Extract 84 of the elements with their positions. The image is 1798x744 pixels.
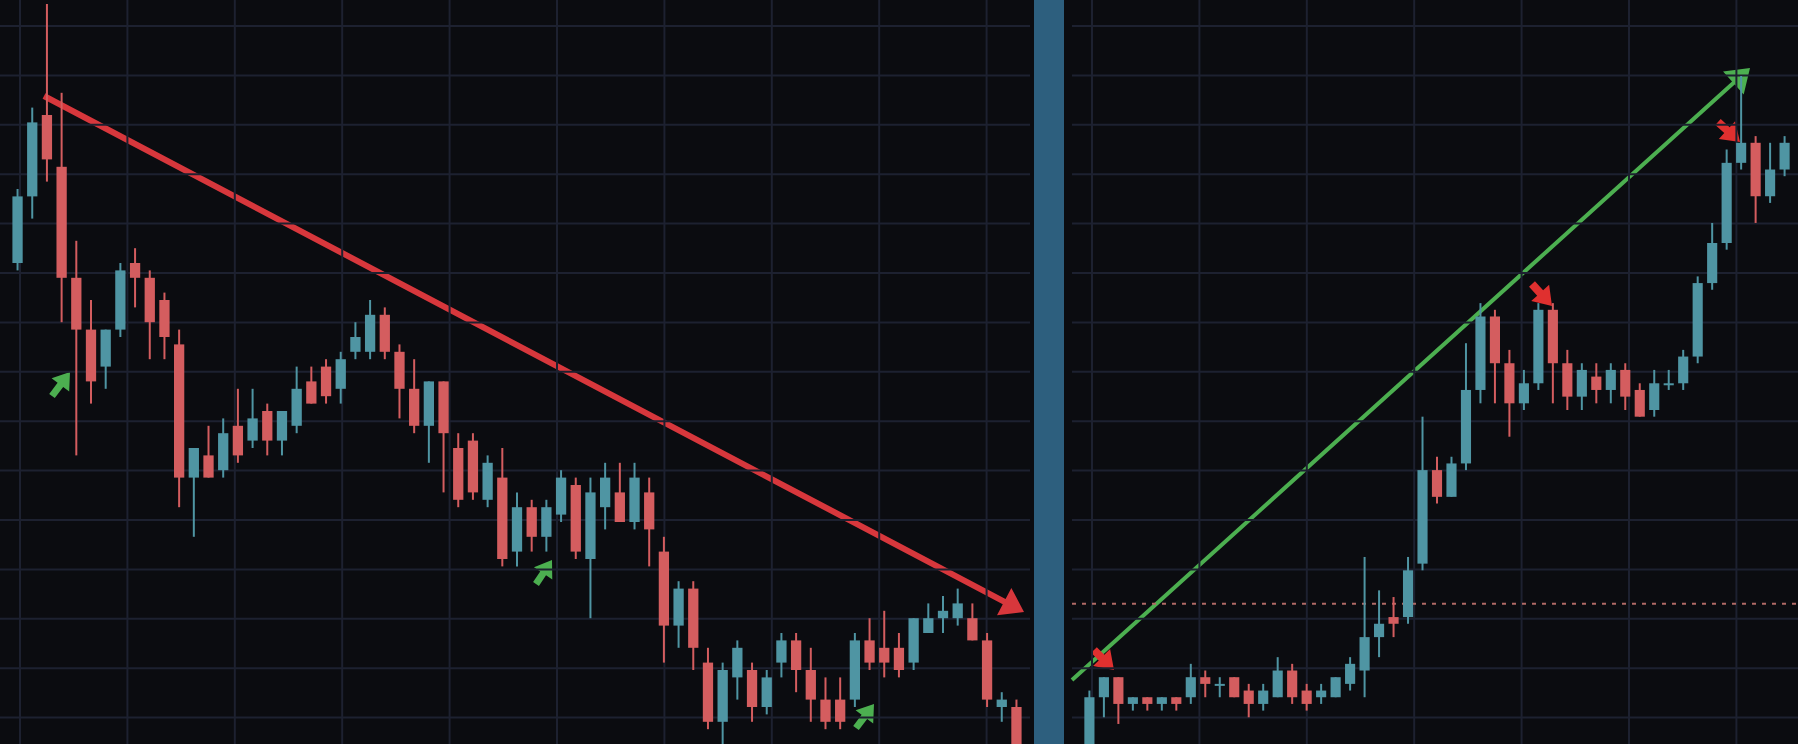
candlestick xyxy=(1518,368,1529,411)
candlestick xyxy=(908,617,919,671)
candlestick xyxy=(541,498,552,553)
candlestick xyxy=(1272,656,1283,699)
candlestick xyxy=(629,461,640,531)
candlestick xyxy=(1446,455,1457,498)
candlestick xyxy=(1663,368,1674,391)
candlestick xyxy=(482,454,493,509)
candlestick xyxy=(923,602,934,634)
candlestick xyxy=(1649,368,1660,418)
candlestick xyxy=(379,306,390,361)
candlestick xyxy=(1258,682,1269,712)
candlestick xyxy=(41,3,53,183)
candlestick xyxy=(1620,362,1631,411)
candlestick xyxy=(144,269,155,361)
candlestick xyxy=(129,247,141,309)
candlestick xyxy=(1287,662,1298,705)
candlestick xyxy=(364,299,376,361)
candlestick xyxy=(1779,135,1790,178)
candlestick xyxy=(350,321,361,361)
candlestick xyxy=(644,476,655,568)
candlestick xyxy=(1301,682,1312,712)
candlestick xyxy=(394,343,405,420)
candlestick xyxy=(320,358,332,405)
candlestick xyxy=(732,639,743,701)
candlestick xyxy=(526,498,537,553)
candlestick xyxy=(673,580,684,649)
candlestick xyxy=(1011,698,1022,744)
candlestick xyxy=(1200,669,1211,699)
candlestick xyxy=(952,587,963,627)
candlestick xyxy=(159,291,170,361)
candlestick xyxy=(306,365,317,405)
candlestick xyxy=(100,328,111,390)
candlestick xyxy=(937,595,949,634)
candlestick xyxy=(1098,676,1109,719)
candlestick xyxy=(335,350,346,405)
candlestick xyxy=(879,609,890,679)
candlestick xyxy=(1707,221,1718,291)
candlestick xyxy=(746,661,758,723)
candlestick xyxy=(1562,348,1573,411)
candlestick xyxy=(835,676,846,731)
candlestick xyxy=(203,424,214,479)
candlestick xyxy=(967,602,978,642)
candlestick xyxy=(1576,362,1587,411)
candlestick xyxy=(893,632,905,679)
candlestick xyxy=(1605,362,1616,405)
candlestick xyxy=(1243,682,1254,719)
candlestick xyxy=(1489,308,1500,405)
candlestick xyxy=(1214,676,1225,699)
candlestick xyxy=(1765,141,1776,204)
candlestick xyxy=(1678,348,1689,391)
candlestick xyxy=(1345,656,1356,692)
candlestick xyxy=(1431,455,1443,505)
candlestick xyxy=(555,469,567,523)
candlestick xyxy=(1402,555,1414,625)
candlestick xyxy=(1374,589,1385,659)
candlestick xyxy=(232,387,244,464)
candlestick xyxy=(1736,75,1747,171)
candlestick xyxy=(276,410,288,457)
candlestick xyxy=(864,617,875,671)
candlestick xyxy=(1359,555,1370,699)
candlestick xyxy=(291,365,302,435)
candlestick xyxy=(188,447,199,538)
candlestick xyxy=(761,669,772,716)
candlestick xyxy=(247,387,258,449)
candlestick xyxy=(614,461,625,523)
candlestick xyxy=(996,691,1007,723)
candlestick xyxy=(790,632,802,694)
candlestick xyxy=(1113,676,1124,725)
candlestick xyxy=(1084,689,1095,744)
candlestick xyxy=(511,491,523,568)
candlestick xyxy=(1634,382,1645,418)
candlestick xyxy=(423,380,434,464)
candlestick xyxy=(1591,362,1602,405)
candlestick xyxy=(805,646,816,723)
candlestick xyxy=(1185,662,1196,705)
candlestick xyxy=(776,632,787,679)
candlestick xyxy=(1388,596,1399,639)
candlestick xyxy=(600,461,611,531)
candlestick xyxy=(820,676,831,731)
candlestick xyxy=(218,417,229,479)
candlestick xyxy=(409,358,420,435)
candlestick xyxy=(1504,348,1515,438)
candlestick xyxy=(262,402,273,457)
